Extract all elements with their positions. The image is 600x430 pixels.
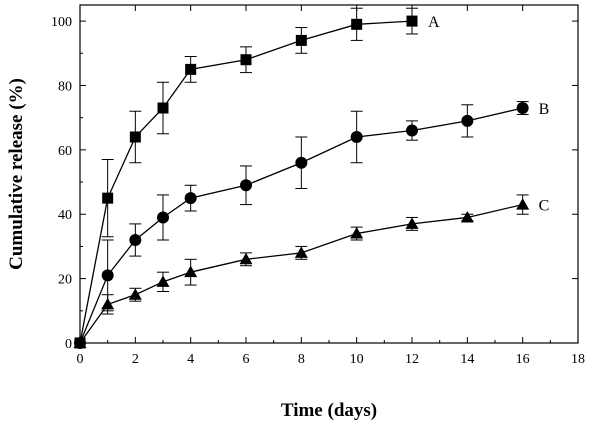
series-B: B xyxy=(74,101,549,349)
series-group: A B C xyxy=(73,7,550,349)
data-point-triangle xyxy=(101,297,115,310)
data-point-square xyxy=(295,34,307,46)
series-label-A: A xyxy=(428,14,440,31)
data-point-circle xyxy=(101,269,114,282)
data-point-circle xyxy=(516,102,529,115)
x-tick-label: 2 xyxy=(132,352,139,367)
x-tick-label: 4 xyxy=(187,352,194,367)
data-point-square xyxy=(240,54,252,66)
x-axis-title: Time (days) xyxy=(281,400,377,421)
data-point-circle xyxy=(406,124,418,137)
data-point-square xyxy=(185,63,197,75)
data-point-triangle xyxy=(350,227,364,239)
data-point-triangle xyxy=(405,217,419,229)
y-tick-label: 20 xyxy=(58,273,72,288)
data-point-circle xyxy=(240,179,252,192)
data-point-square xyxy=(102,192,114,204)
data-point-square xyxy=(157,102,169,114)
data-point-circle xyxy=(129,233,142,246)
series-label-C: C xyxy=(539,198,550,215)
ticks: 0 2 4 6 8 10 12 14 16 18 0 20 40 60 80 100 xyxy=(51,5,585,367)
y-tick-label: 60 xyxy=(58,144,72,159)
data-point-triangle xyxy=(460,210,474,223)
data-point-circle xyxy=(461,114,474,127)
y-tick-label: 0 xyxy=(65,337,72,352)
data-point-circle xyxy=(295,156,308,169)
data-point-circle xyxy=(350,130,363,143)
data-point-triangle xyxy=(239,252,253,265)
y-axis-title: Cumulative release (%) xyxy=(6,78,27,270)
data-point-triangle xyxy=(516,198,530,210)
data-point-triangle xyxy=(294,246,308,258)
x-tick-label: 12 xyxy=(405,352,419,367)
x-tick-label: 0 xyxy=(77,352,84,367)
data-point-triangle xyxy=(128,288,142,300)
series-label-B: B xyxy=(539,101,550,118)
y-tick-label: 80 xyxy=(58,79,72,94)
data-point-circle xyxy=(157,211,169,224)
data-point-triangle xyxy=(73,336,87,348)
data-point-square xyxy=(406,15,418,27)
y-tick-label: 40 xyxy=(58,208,72,223)
data-point-triangle xyxy=(156,275,170,287)
plot-frame xyxy=(79,4,579,344)
data-point-circle xyxy=(184,192,197,205)
x-tick-label: 10 xyxy=(350,352,364,367)
axes xyxy=(79,4,579,344)
y-tick-label: 100 xyxy=(51,15,72,30)
series-C: C xyxy=(73,194,550,348)
data-point-triangle xyxy=(184,265,198,278)
x-tick-label: 14 xyxy=(460,352,474,367)
series-A: A xyxy=(74,7,440,349)
data-point-square xyxy=(129,131,141,143)
x-tick-label: 16 xyxy=(516,352,530,367)
x-tick-label: 8 xyxy=(298,352,305,367)
x-tick-label: 18 xyxy=(571,352,585,367)
series-line xyxy=(79,203,523,344)
x-tick-label: 6 xyxy=(243,352,250,367)
data-point-square xyxy=(351,18,363,30)
